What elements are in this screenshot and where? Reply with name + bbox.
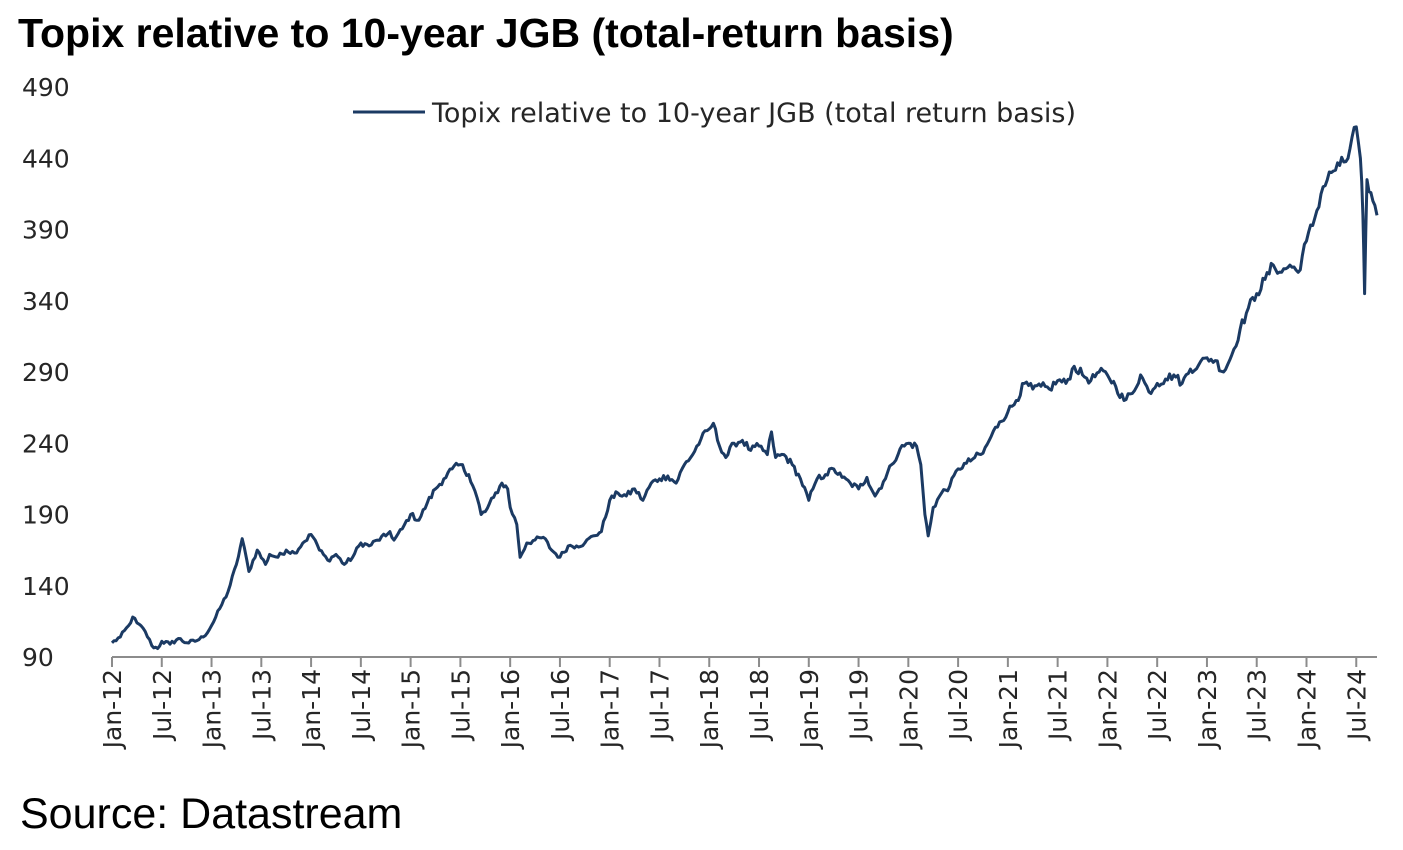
x-tick-label: Jul-14 — [347, 669, 376, 742]
y-tick-label: 390 — [22, 216, 70, 245]
y-tick-label: 490 — [22, 73, 70, 102]
x-tick-label: Jul-22 — [1143, 669, 1172, 742]
x-tick-label: Jan-16 — [496, 669, 525, 750]
x-tick-label: Jul-16 — [546, 669, 575, 742]
x-tick-label: Jan-22 — [1093, 669, 1122, 750]
y-tick-label: 90 — [22, 643, 54, 672]
y-tick-label: 340 — [22, 287, 70, 316]
x-tick-label: Jul-15 — [446, 669, 475, 742]
x-tick-label: Jul-18 — [745, 669, 774, 742]
x-tick-label: Jul-23 — [1243, 669, 1272, 742]
x-tick-label: Jul-13 — [247, 669, 276, 742]
x-tick-label: Jan-24 — [1292, 669, 1321, 750]
x-tick-label: Jan-23 — [1193, 669, 1222, 750]
series-line-topix-vs-jgb — [110, 125, 1379, 650]
source-note: Source: Datastream — [20, 790, 403, 838]
x-tick-label: Jan-14 — [297, 669, 326, 750]
x-tick-label: Jul-17 — [645, 669, 674, 742]
legend: Topix relative to 10-year JGB (total ret… — [353, 98, 1076, 129]
y-tick-label: 440 — [22, 144, 70, 173]
x-tick-label: Jul-21 — [1044, 669, 1073, 742]
legend-label: Topix relative to 10-year JGB (total ret… — [431, 98, 1076, 129]
x-tick-label: Jan-18 — [695, 669, 724, 750]
x-tick-label: Jan-19 — [795, 669, 824, 750]
x-tick-label: Jul-20 — [944, 669, 973, 742]
x-tick-label: Jan-13 — [198, 669, 227, 750]
x-tick-label: Jan-17 — [596, 669, 625, 750]
y-tick-label: 290 — [22, 358, 70, 387]
y-tick-label: 190 — [22, 501, 70, 530]
y-tick-label: 240 — [22, 429, 70, 458]
x-tick-label: Jan-20 — [894, 669, 923, 750]
y-tick-label: 140 — [22, 572, 70, 601]
x-tick-label: Jul-12 — [148, 669, 177, 742]
chart-title: Topix relative to 10-year JGB (total-ret… — [18, 10, 954, 56]
x-tick-label: Jul-24 — [1342, 669, 1371, 742]
x-tick-label: Jan-15 — [397, 669, 426, 750]
x-axis-ticks: Jan-12 Jul-12 Jan-13 Jul-13 Jan-14 Jul-14 Jan-… — [98, 657, 1371, 750]
x-tick-label: Jan-21 — [994, 669, 1023, 750]
x-tick-label: Jan-12 — [98, 669, 127, 750]
x-tick-label: Jul-19 — [845, 669, 874, 742]
y-axis-ticks: 90 140 190 240 290 340 390 440 490 — [22, 73, 70, 672]
